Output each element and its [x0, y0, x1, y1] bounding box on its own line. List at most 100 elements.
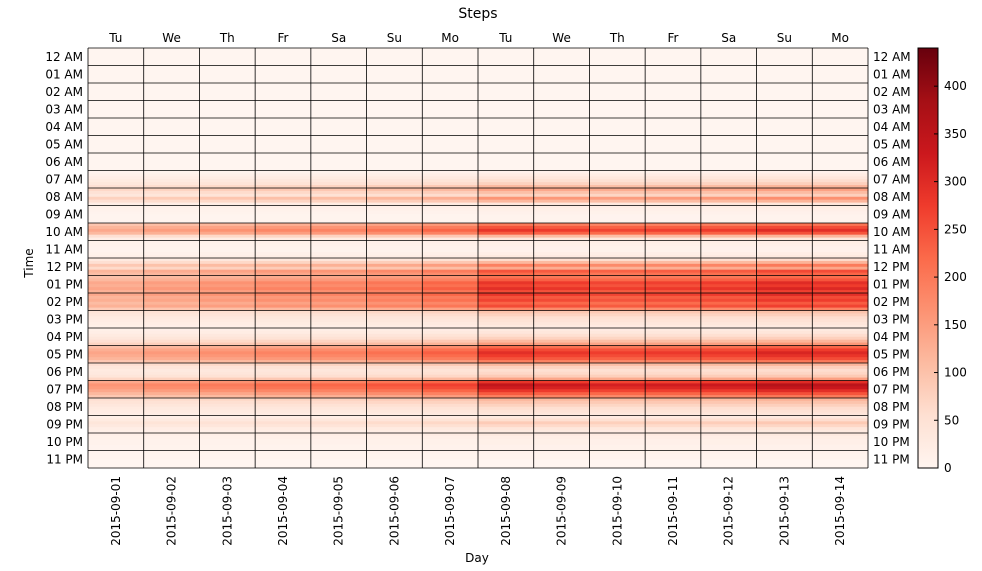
heatmap-cell	[478, 342, 535, 346]
x-tick-date: 2015-09-12	[722, 476, 736, 546]
heatmap-cell	[756, 409, 813, 414]
heatmap-cell	[756, 217, 813, 221]
heatmap-cell	[143, 272, 200, 276]
heatmap-cell	[366, 351, 423, 355]
heatmap-cell	[310, 465, 368, 469]
heatmap-cell	[88, 278, 145, 282]
x-axis-label: Day	[465, 551, 489, 565]
heatmap-cell	[645, 325, 702, 329]
heatmap-cell	[310, 83, 368, 87]
heatmap-cell	[756, 386, 813, 390]
heatmap-cell	[533, 278, 590, 282]
heatmap-cell	[756, 129, 813, 134]
heatmap-cell	[88, 214, 145, 218]
heatmap-cell	[533, 153, 590, 157]
heatmap-cell	[143, 115, 200, 119]
heatmap-cell	[589, 182, 646, 186]
heatmap-cell	[645, 275, 702, 279]
heatmap-cell	[645, 345, 702, 349]
heatmap-cell	[812, 223, 869, 227]
heatmap-cell	[533, 301, 590, 306]
heatmap-cell	[366, 129, 423, 134]
heatmap-cell	[199, 313, 256, 317]
heatmap-cell	[88, 284, 145, 288]
colorbar-tick-label: 0	[944, 461, 952, 475]
heatmap-cell	[533, 290, 590, 294]
x-tick-weekday: We	[162, 31, 181, 45]
heatmap-cell	[199, 109, 256, 113]
heatmap-cell	[422, 153, 479, 157]
heatmap-cell	[422, 295, 479, 300]
heatmap-cell	[88, 403, 145, 408]
heatmap-cell	[422, 83, 479, 87]
heatmap-cell	[756, 164, 813, 169]
heatmap-cell	[478, 357, 535, 361]
heatmap-cell	[255, 453, 312, 457]
heatmap-cell	[812, 400, 869, 405]
heatmap-cell	[700, 62, 758, 66]
heatmap-cell	[310, 435, 368, 440]
heatmap-cell	[756, 328, 813, 332]
y-tick-right: 02 AM	[873, 85, 911, 99]
heatmap-cell	[88, 290, 145, 294]
y-tick-left: 12 PM	[46, 260, 83, 274]
heatmap-cell	[199, 310, 256, 314]
heatmap-cell	[255, 234, 312, 239]
heatmap-cell	[310, 141, 368, 145]
heatmap-cell	[199, 365, 256, 370]
heatmap-cell	[589, 354, 646, 358]
heatmap-cell	[645, 433, 702, 437]
y-tick-right: 06 PM	[873, 365, 910, 379]
heatmap-cell	[143, 220, 200, 224]
heatmap-cell	[812, 293, 869, 297]
heatmap-cell	[422, 115, 479, 119]
heatmap-cell	[812, 246, 869, 250]
heatmap-cell	[700, 351, 758, 355]
heatmap-cell	[422, 330, 479, 335]
heatmap-cell	[589, 217, 646, 221]
heatmap-cell	[700, 269, 758, 274]
heatmap-cell	[645, 188, 702, 192]
heatmap-cell	[310, 433, 368, 437]
heatmap-cell	[478, 141, 535, 145]
heatmap-cell	[143, 275, 200, 279]
heatmap-cell	[700, 360, 758, 364]
heatmap-cell	[255, 62, 312, 66]
heatmap-cell	[255, 433, 312, 437]
heatmap-cell	[478, 400, 535, 405]
heatmap-cell	[310, 176, 368, 180]
heatmap-cell	[812, 313, 869, 317]
heatmap-cell	[143, 155, 200, 160]
heatmap-cell	[88, 263, 145, 268]
heatmap-cell	[589, 260, 646, 265]
heatmap-cell	[533, 126, 590, 131]
heatmap-cell	[366, 339, 423, 344]
heatmap-cell	[756, 97, 813, 101]
heatmap-cell	[533, 185, 590, 189]
heatmap-cell	[645, 56, 702, 61]
heatmap-cell	[645, 313, 702, 317]
heatmap-cell	[310, 371, 368, 376]
heatmap-cell	[478, 380, 535, 384]
heatmap-cell	[756, 120, 813, 125]
heatmap-cell	[756, 228, 813, 233]
heatmap-cell	[478, 246, 535, 250]
y-tick-right: 12 AM	[873, 50, 911, 64]
heatmap-cell	[589, 325, 646, 329]
heatmap-cell	[88, 196, 145, 201]
heatmap-cell	[645, 65, 702, 69]
heatmap-cell	[478, 161, 535, 166]
heatmap-cell	[533, 71, 590, 75]
heatmap-cell	[812, 59, 869, 64]
heatmap-cell	[143, 223, 200, 227]
heatmap-cell	[255, 275, 312, 279]
heatmap-cell	[255, 155, 312, 160]
heatmap-cell	[812, 170, 869, 174]
heatmap-cell	[700, 150, 758, 154]
heatmap-cell	[812, 424, 869, 428]
heatmap-cell	[645, 266, 702, 271]
heatmap-cell	[310, 53, 368, 58]
heatmap-cell	[88, 462, 145, 466]
heatmap-cell	[255, 144, 312, 148]
heatmap-cell	[422, 269, 479, 274]
